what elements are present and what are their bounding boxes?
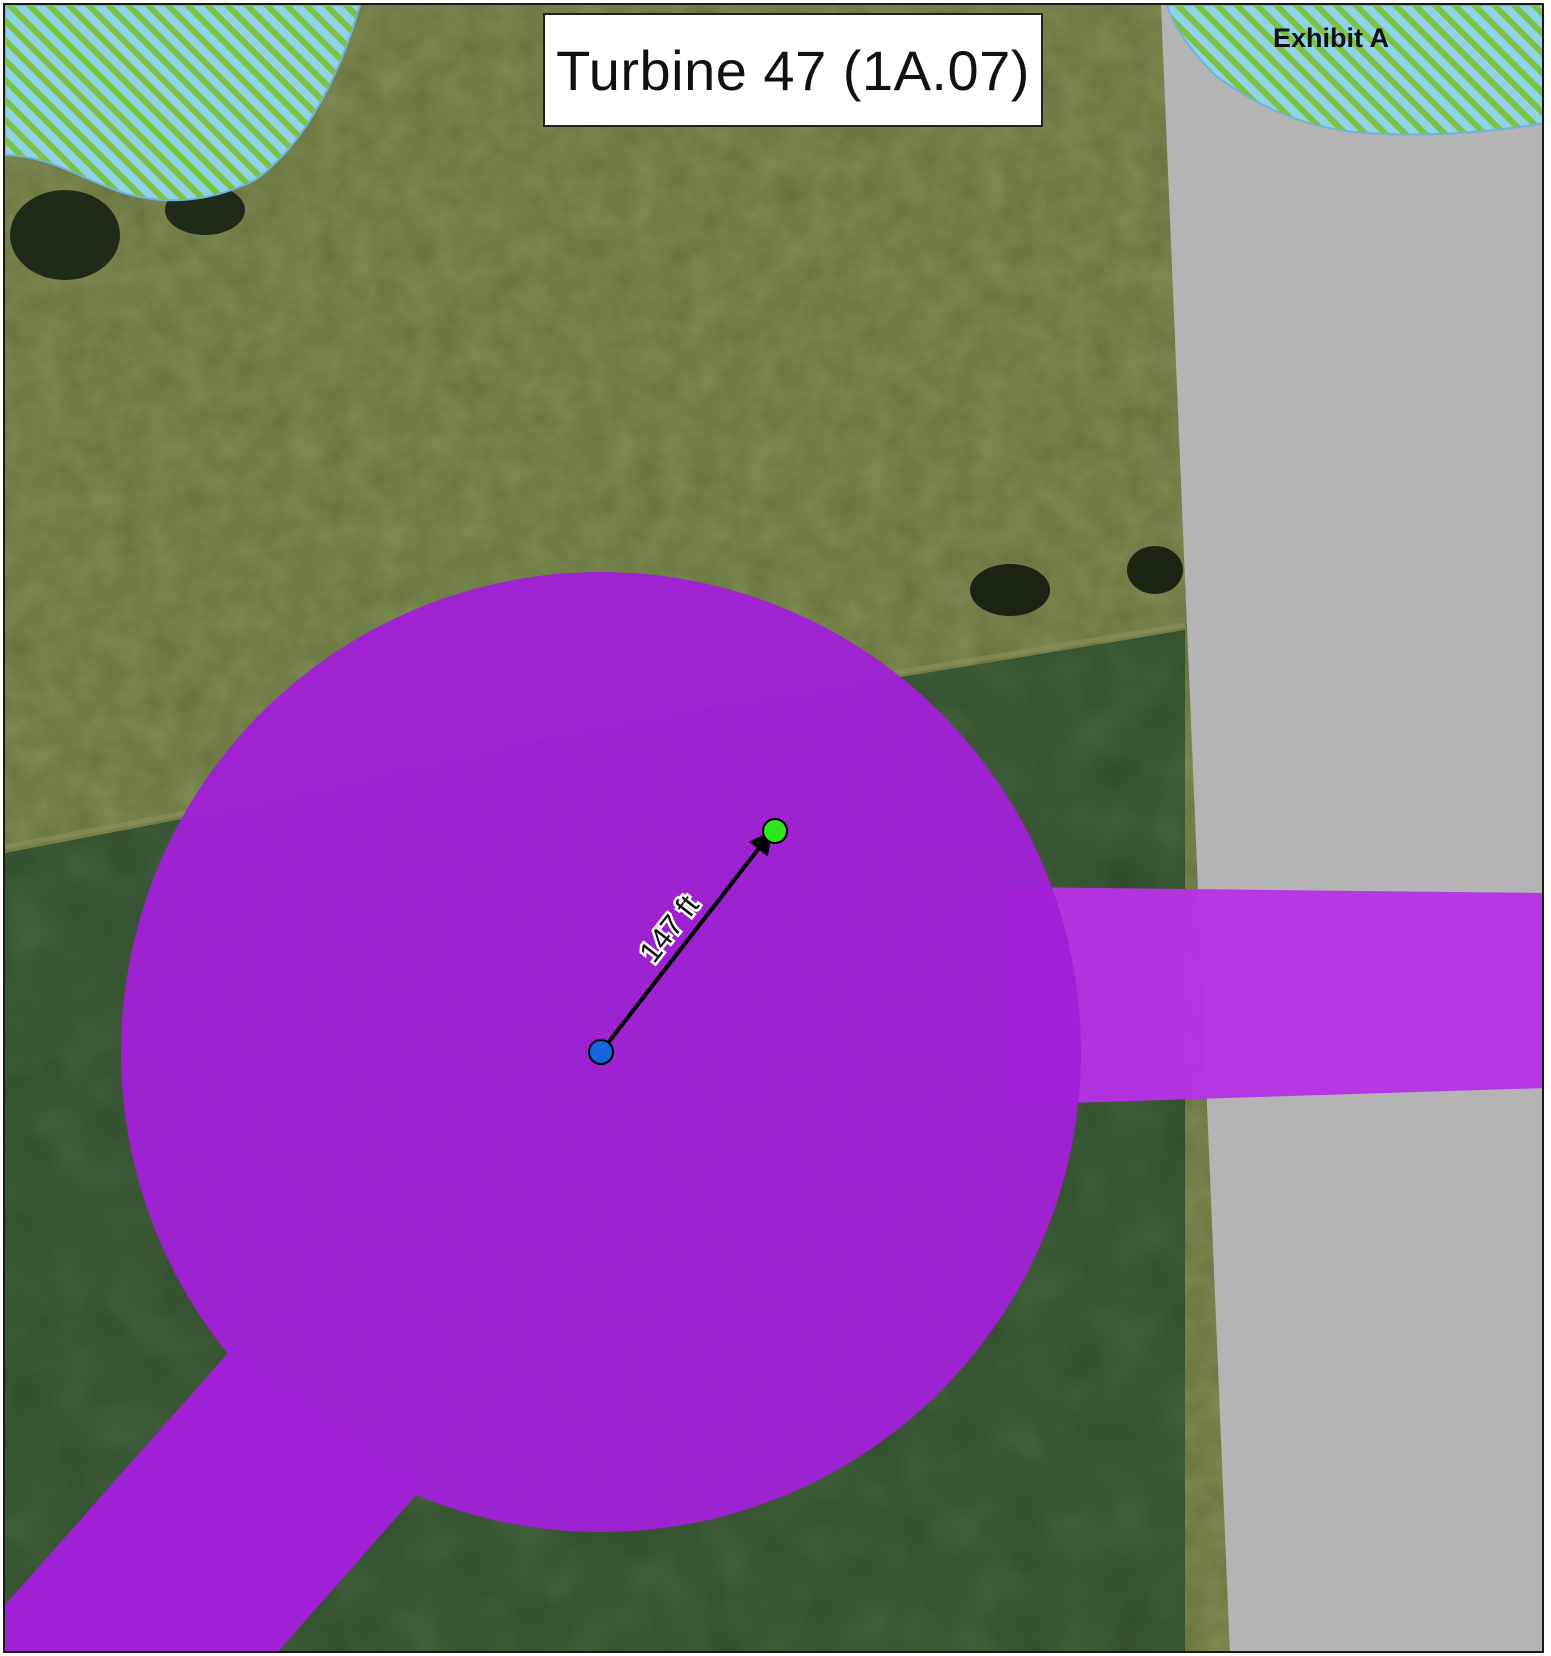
- aerial-map[interactable]: 147 ft: [5, 5, 1544, 1653]
- wetland-area-right: [1165, 5, 1542, 136]
- access-road-east: [1005, 887, 1542, 1105]
- tree-cluster: [1127, 546, 1183, 594]
- road-corridor: [1161, 5, 1542, 1651]
- tree-cluster: [10, 190, 120, 280]
- turbine-location-marker[interactable]: [588, 1039, 614, 1065]
- target-location-marker[interactable]: [762, 818, 788, 844]
- exhibit-label: Exhibit A: [1273, 23, 1390, 53]
- map-frame: 147 ft Exhibit A: [3, 3, 1544, 1653]
- map-title: Turbine 47 (1A.07): [556, 38, 1030, 102]
- map-title-box: Turbine 47 (1A.07): [543, 13, 1043, 127]
- direction-arrow: [599, 830, 773, 1054]
- tree-cluster: [970, 564, 1050, 616]
- wetland-area-left: [5, 5, 362, 202]
